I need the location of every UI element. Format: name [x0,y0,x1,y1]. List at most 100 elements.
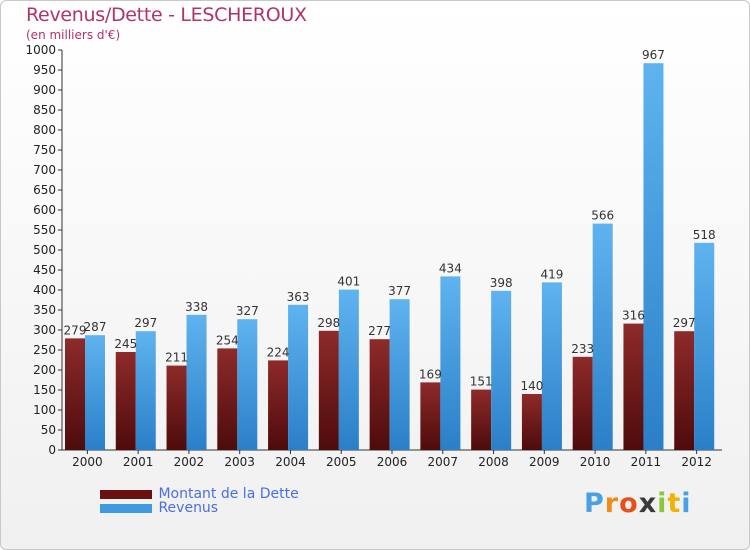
logo-letter: o [619,488,639,519]
y-tick-label: 450 [33,263,56,277]
y-tick-label: 750 [33,143,56,157]
y-tick-label: 600 [33,203,56,217]
data-label-revenus: 434 [439,261,462,275]
logo-letter: x [638,488,658,519]
bar-revenus [237,319,258,450]
chart-title: Revenus/Dette - LESCHEROUX [26,4,307,26]
logo-letter: P [584,488,605,519]
bar-revenus [85,335,105,450]
legend-label-revenus: Revenus [158,500,219,516]
bar-revenus [288,304,309,450]
data-label-revenus: 566 [591,209,614,223]
data-label-dette: 140 [520,379,543,393]
y-tick-label: 900 [33,83,56,97]
data-label-dette: 254 [216,333,239,347]
data-label-revenus: 287 [84,320,107,334]
bar-revenus [694,242,715,450]
bar-dette [420,382,441,450]
x-tick-label: 2011 [631,455,662,469]
y-tick-label: 800 [33,123,56,137]
y-tick-label: 50 [41,423,56,437]
y-tick-label: 700 [33,163,56,177]
data-label-dette: 151 [470,375,493,389]
y-tick-label: 350 [33,303,56,317]
legend-label-dette: Montant de la Dette [158,486,299,502]
data-label-dette: 233 [571,342,594,356]
legend-item-dette: Montant de la Dette [100,486,299,502]
data-label-revenus: 419 [540,267,563,281]
y-tick-label: 950 [33,63,56,77]
y-tick-label: 400 [33,283,56,297]
chart-subtitle: (en milliers d'€) [26,28,121,42]
y-tick-label: 300 [33,323,56,337]
bar-revenus [541,282,562,450]
bar-dette [674,331,695,450]
data-label-dette: 211 [165,351,188,365]
data-label-dette: 316 [622,309,645,323]
x-tick-label: 2000 [72,455,103,469]
proxiti-logo: Proxiti [584,488,692,519]
x-tick-label: 2004 [275,455,306,469]
data-label-dette: 169 [419,367,442,381]
x-tick-label: 2002 [174,455,205,469]
x-tick-label: 2003 [224,455,255,469]
x-tick-label: 2007 [427,455,458,469]
y-tick-label: 1000 [25,43,56,57]
bar-revenus [440,276,461,450]
data-label-dette: 224 [267,345,290,359]
bar-dette [115,352,136,450]
bar-dette [521,394,542,450]
bar-dette [65,338,85,450]
data-label-dette: 245 [114,337,137,351]
data-label-revenus: 377 [388,284,411,298]
x-tick-label: 2010 [580,455,611,469]
bar-dette [268,360,289,450]
data-label-revenus: 398 [490,276,513,290]
legend-item-revenus: Revenus [100,500,218,516]
data-label-dette: 298 [317,316,340,330]
y-tick-label: 850 [33,103,56,117]
bars [65,63,715,450]
data-label-revenus: 297 [134,316,157,330]
bar-revenus [338,289,359,450]
bar-revenus [491,290,512,450]
bar-dette [166,365,187,450]
logo-letter: t [667,488,682,519]
axes: 0 50 100 150 200 250 300 350 400 450 500 550 600 650 7… [25,43,722,469]
logo-letter: i [681,488,692,519]
bar-revenus [186,314,207,450]
legend-swatch-revenus [100,503,152,513]
bar-dette [318,330,339,450]
x-tick-label: 2005 [326,455,357,469]
data-label-dette: 277 [368,324,391,338]
x-tick-label: 2009 [529,455,560,469]
logo-letter: i [657,488,668,519]
data-label-revenus: 401 [337,275,360,289]
bar-dette [471,389,492,450]
x-tick-label: 2006 [377,455,408,469]
y-tick-label: 650 [33,183,56,197]
y-tick-label: 100 [33,403,56,417]
bar-revenus [389,299,410,450]
bar-dette [217,348,238,450]
y-tick-label: 500 [33,243,56,257]
data-label-revenus: 967 [642,48,665,62]
data-label-dette: 279 [64,323,87,337]
bar-dette [369,339,390,450]
y-tick-label: 200 [33,363,56,377]
logo-letter: r [604,488,620,519]
bar-revenus [135,331,156,450]
y-tick-label: 0 [48,443,56,457]
legend-swatch-dette [100,489,152,499]
x-tick-label: 2001 [123,455,154,469]
y-tick-label: 150 [33,383,56,397]
x-tick-label: 2008 [478,455,509,469]
data-label-revenus: 363 [287,290,310,304]
bar-dette [623,323,644,450]
bar-revenus [643,63,664,450]
y-tick-label: 550 [33,223,56,237]
x-tick-label: 2012 [681,455,712,469]
